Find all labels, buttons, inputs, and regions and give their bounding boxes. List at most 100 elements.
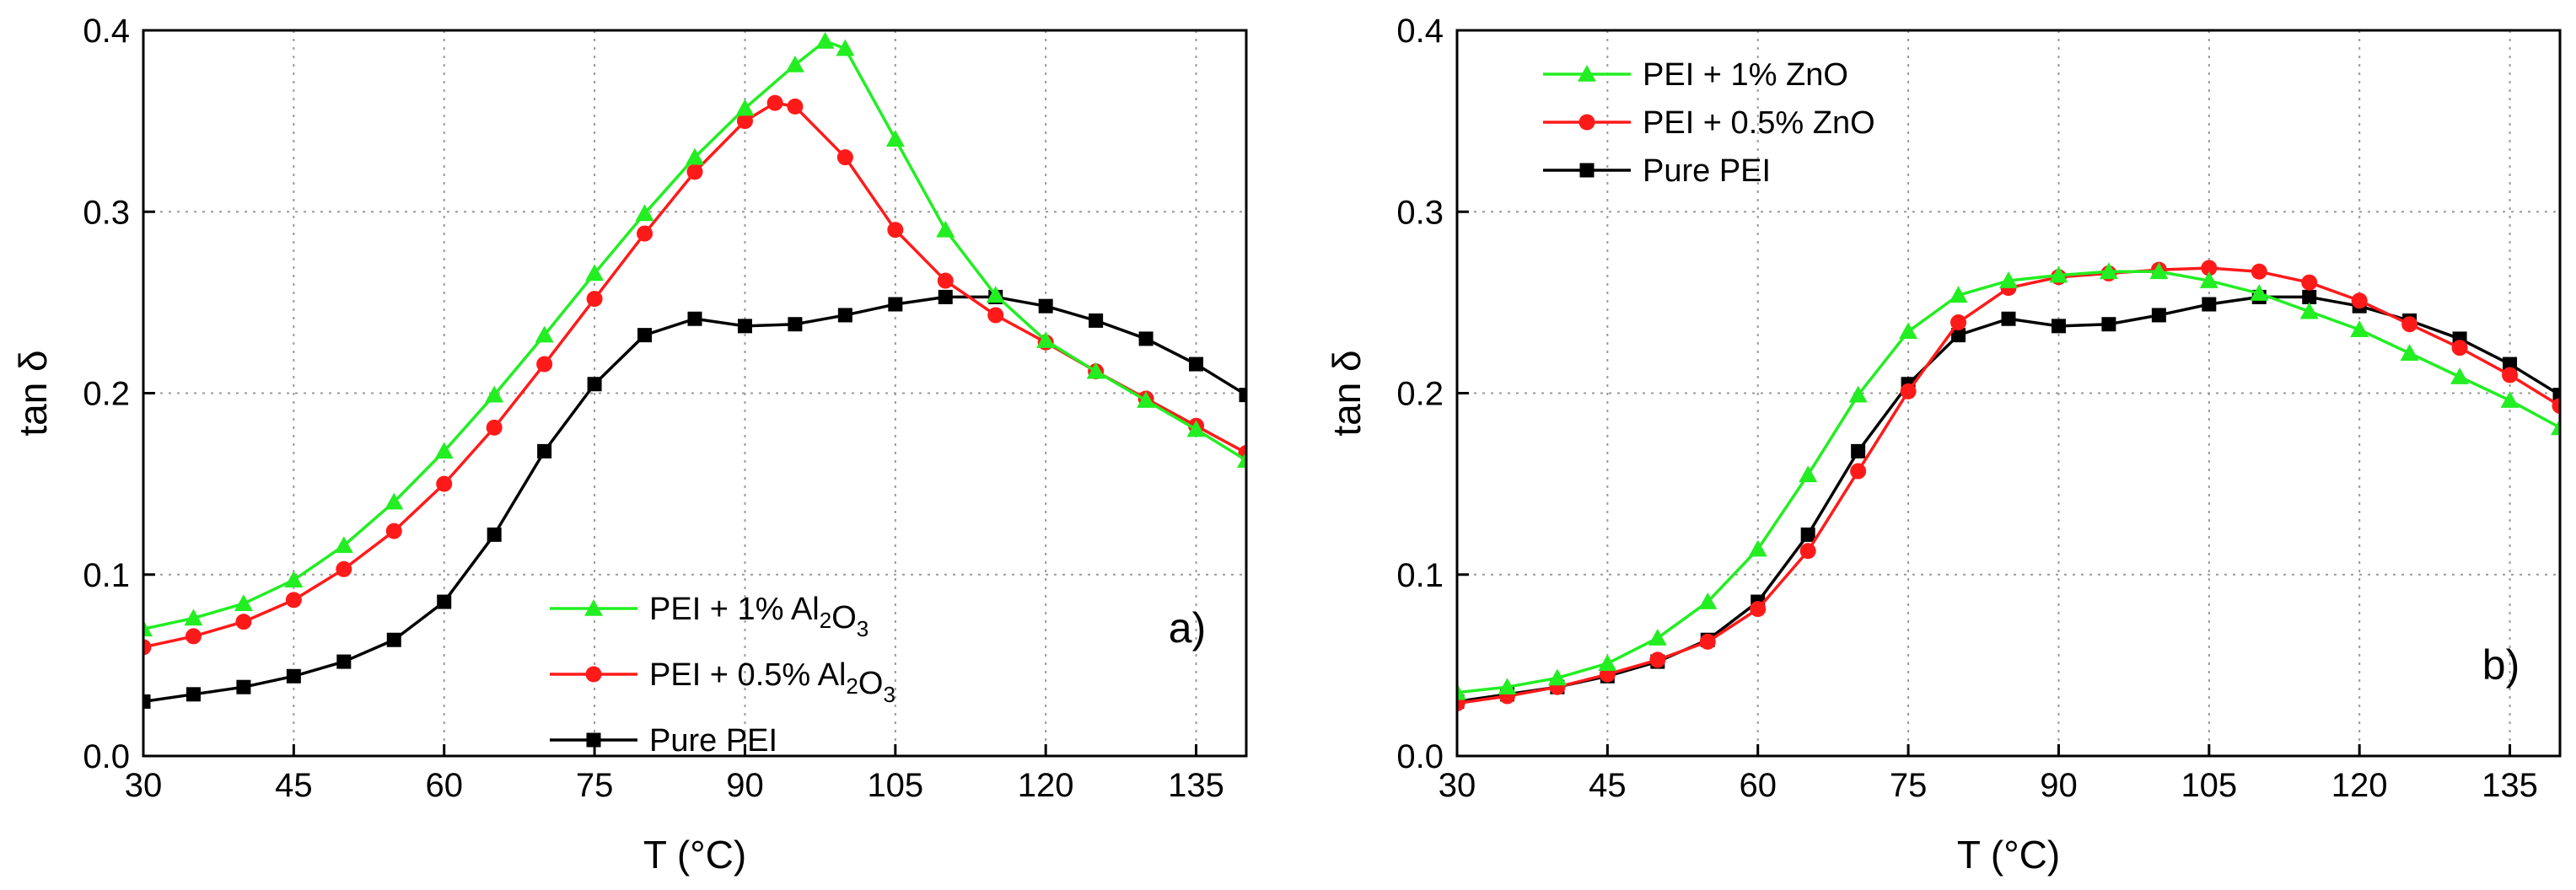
data-point [486,419,503,436]
data-point [386,632,401,647]
data-point [234,594,253,611]
y-axis-label: tan δ [1325,350,1369,436]
data-point [2450,367,2470,384]
data-point [936,220,955,238]
data-point [1189,357,1204,372]
y-tick-label: 0.0 [83,738,130,775]
data-point [434,442,454,459]
data-point [735,99,755,116]
x-tick-label: 135 [1168,767,1224,804]
series-line [1457,266,2560,705]
data-point [1547,668,1567,686]
y-tick-label: 0.3 [83,194,130,231]
x-tick-label: 30 [125,767,163,804]
data-point [2500,391,2520,408]
data-point [2202,297,2217,312]
data-point [815,31,835,49]
data-point [537,443,552,458]
x-tick-label: 45 [1589,767,1627,804]
data-point [1951,328,1966,343]
legend-item: Pure PEI [1543,153,1771,189]
data-point [1649,651,1666,668]
data-point [1850,463,1867,480]
data-point [2401,316,2418,333]
legend-label: PEI + 1% Al2O3 [649,592,869,641]
data-point [1699,633,1716,650]
legend-item: PEI + 0.5% Al2O3 [550,657,895,707]
data-point [2201,260,2218,276]
data-point [185,628,202,645]
data-point [836,149,853,166]
data-point [2151,308,2166,323]
data-point [1999,271,2018,288]
plot-area [143,31,1246,709]
data-point [1186,420,1206,437]
data-point [986,286,1005,303]
data-point [2051,319,2066,334]
panel-b: 30 45 60 75 90 105 120 135 0.0 0.1 0.2 0.3 0.4 T (°C)… [1325,13,2562,877]
legend-item: PEI + 1% Al2O3 [550,592,869,641]
data-point [787,98,804,115]
data-point [2451,340,2468,357]
series-pei-0-5-zno [1457,260,2560,712]
series-line [143,295,1246,704]
data-point [1950,314,1967,331]
plot-frame [142,29,1248,758]
series-pei-0-5-al2o3 [143,94,1246,656]
x-tick-label: 105 [867,767,923,804]
legend-marker [584,599,603,616]
x-tick-label: 120 [1018,767,1074,804]
data-point [686,164,703,180]
data-point [1748,539,1767,557]
legend-label: Pure PEI [1643,153,1771,189]
data-point [2502,367,2519,383]
data-point [736,113,753,130]
data-point [2552,388,2560,403]
plot-area [1457,260,2560,712]
data-point [2001,311,2016,326]
data-point [1457,683,1466,700]
data-point [2302,289,2317,304]
data-point [885,130,905,147]
data-point [587,377,602,392]
data-point [1799,465,1818,483]
data-point [987,307,1004,324]
data-point [1086,362,1105,379]
data-point [2350,320,2369,337]
legend-marker [585,666,602,683]
data-point [1089,313,1104,328]
data-point [635,204,654,222]
y-tick-label: 0.2 [83,376,130,413]
x-tick-label: 105 [2181,767,2237,804]
data-point [2049,265,2068,283]
y-tick-label: 0.4 [1396,13,1444,50]
series-pure-pei [143,289,1246,709]
legend-label: PEI + 1% ZnO [1643,57,1848,93]
panel-label: a) [1169,604,1206,651]
data-point [285,592,302,609]
x-tick-label: 60 [425,767,463,804]
legend-marker [1579,163,1595,178]
series-pure-pei [1457,289,2560,709]
data-point [1799,543,1816,560]
data-point [284,571,304,588]
data-point [2250,284,2269,301]
x-axis-label: T (°C) [1957,833,2060,877]
data-point [2552,398,2560,415]
x-tick-label: 45 [275,767,313,804]
data-point [336,654,352,669]
data-point [535,325,554,343]
data-point [1137,391,1156,408]
legend-marker [1578,65,1596,82]
data-point [487,527,502,542]
x-tick-label: 30 [1439,767,1476,804]
legend-item: PEI + 0.5% ZnO [1543,105,1875,141]
data-point [143,619,153,637]
y-tick-label: 0.1 [83,557,130,594]
data-point [887,222,904,239]
data-point [1949,286,1968,303]
data-point [235,614,252,630]
data-point [485,385,504,403]
data-point [2101,317,2116,332]
